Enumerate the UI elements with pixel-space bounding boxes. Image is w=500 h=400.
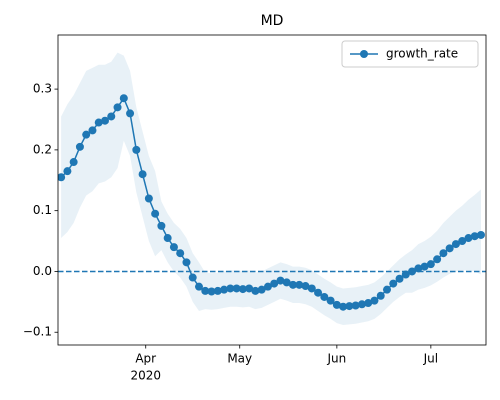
x-tick-label: Jul [423,352,438,366]
point [314,288,323,297]
x-tick-label: Apr [135,352,156,366]
point [58,173,66,182]
point [232,284,241,293]
point [426,260,435,269]
point [451,240,460,249]
point [389,279,398,288]
point [245,284,254,293]
point [226,284,235,293]
point [207,287,216,296]
point [69,158,78,167]
point [270,279,279,288]
point [157,221,166,230]
point [201,286,210,295]
point [151,209,160,218]
point [163,234,172,243]
point [408,267,417,276]
chart-title: MD [261,13,284,29]
confidence-band [61,52,481,325]
point [332,300,341,309]
point [251,286,260,295]
y-tick-label: 0.2 [33,142,52,156]
point [144,194,153,203]
point [433,255,442,264]
point [169,243,178,252]
point [94,118,103,127]
point [382,285,391,294]
point [194,282,203,291]
point [464,234,473,243]
x-tick-label: Jun [326,352,346,366]
point [395,274,404,283]
point [370,296,379,305]
point [257,285,266,294]
y-tick-label: 0.1 [33,203,52,217]
point [345,302,354,311]
point [326,296,335,305]
x-tick-label: May [227,352,252,366]
point [307,284,316,293]
point [414,264,423,273]
y-tick-label: 0.3 [33,82,52,96]
point [113,103,122,112]
point [238,285,247,294]
point [476,230,485,239]
point [176,249,185,258]
point [82,130,91,139]
point [263,282,272,291]
point [420,262,429,271]
point [220,285,229,294]
point [351,301,360,310]
point [107,112,116,121]
point [339,302,348,311]
point [75,142,84,151]
point [132,145,141,154]
point [100,116,109,125]
axes-frame [57,34,487,346]
plot-area [58,52,486,325]
point [138,170,147,179]
legend-box [341,40,479,68]
point [376,291,385,300]
point [119,94,128,103]
point [213,286,222,295]
point [357,300,366,309]
point [126,109,135,118]
point [88,126,97,135]
point [470,232,479,241]
point [182,258,191,267]
point [301,282,310,291]
point [401,270,410,279]
legend-label: growth_rate [386,47,458,61]
point [364,299,373,308]
point [288,280,297,289]
point [276,276,285,285]
point [188,273,197,282]
point [445,244,454,253]
x-offset-label: 2020 [130,369,161,383]
point [439,249,448,258]
legend-marker [360,50,368,58]
point [320,292,329,301]
y-tick-label: 0.0 [33,264,52,278]
point [295,280,304,289]
point [458,237,467,246]
point [63,167,72,176]
y-tick-label: −0.1 [23,325,52,339]
point [282,278,291,287]
